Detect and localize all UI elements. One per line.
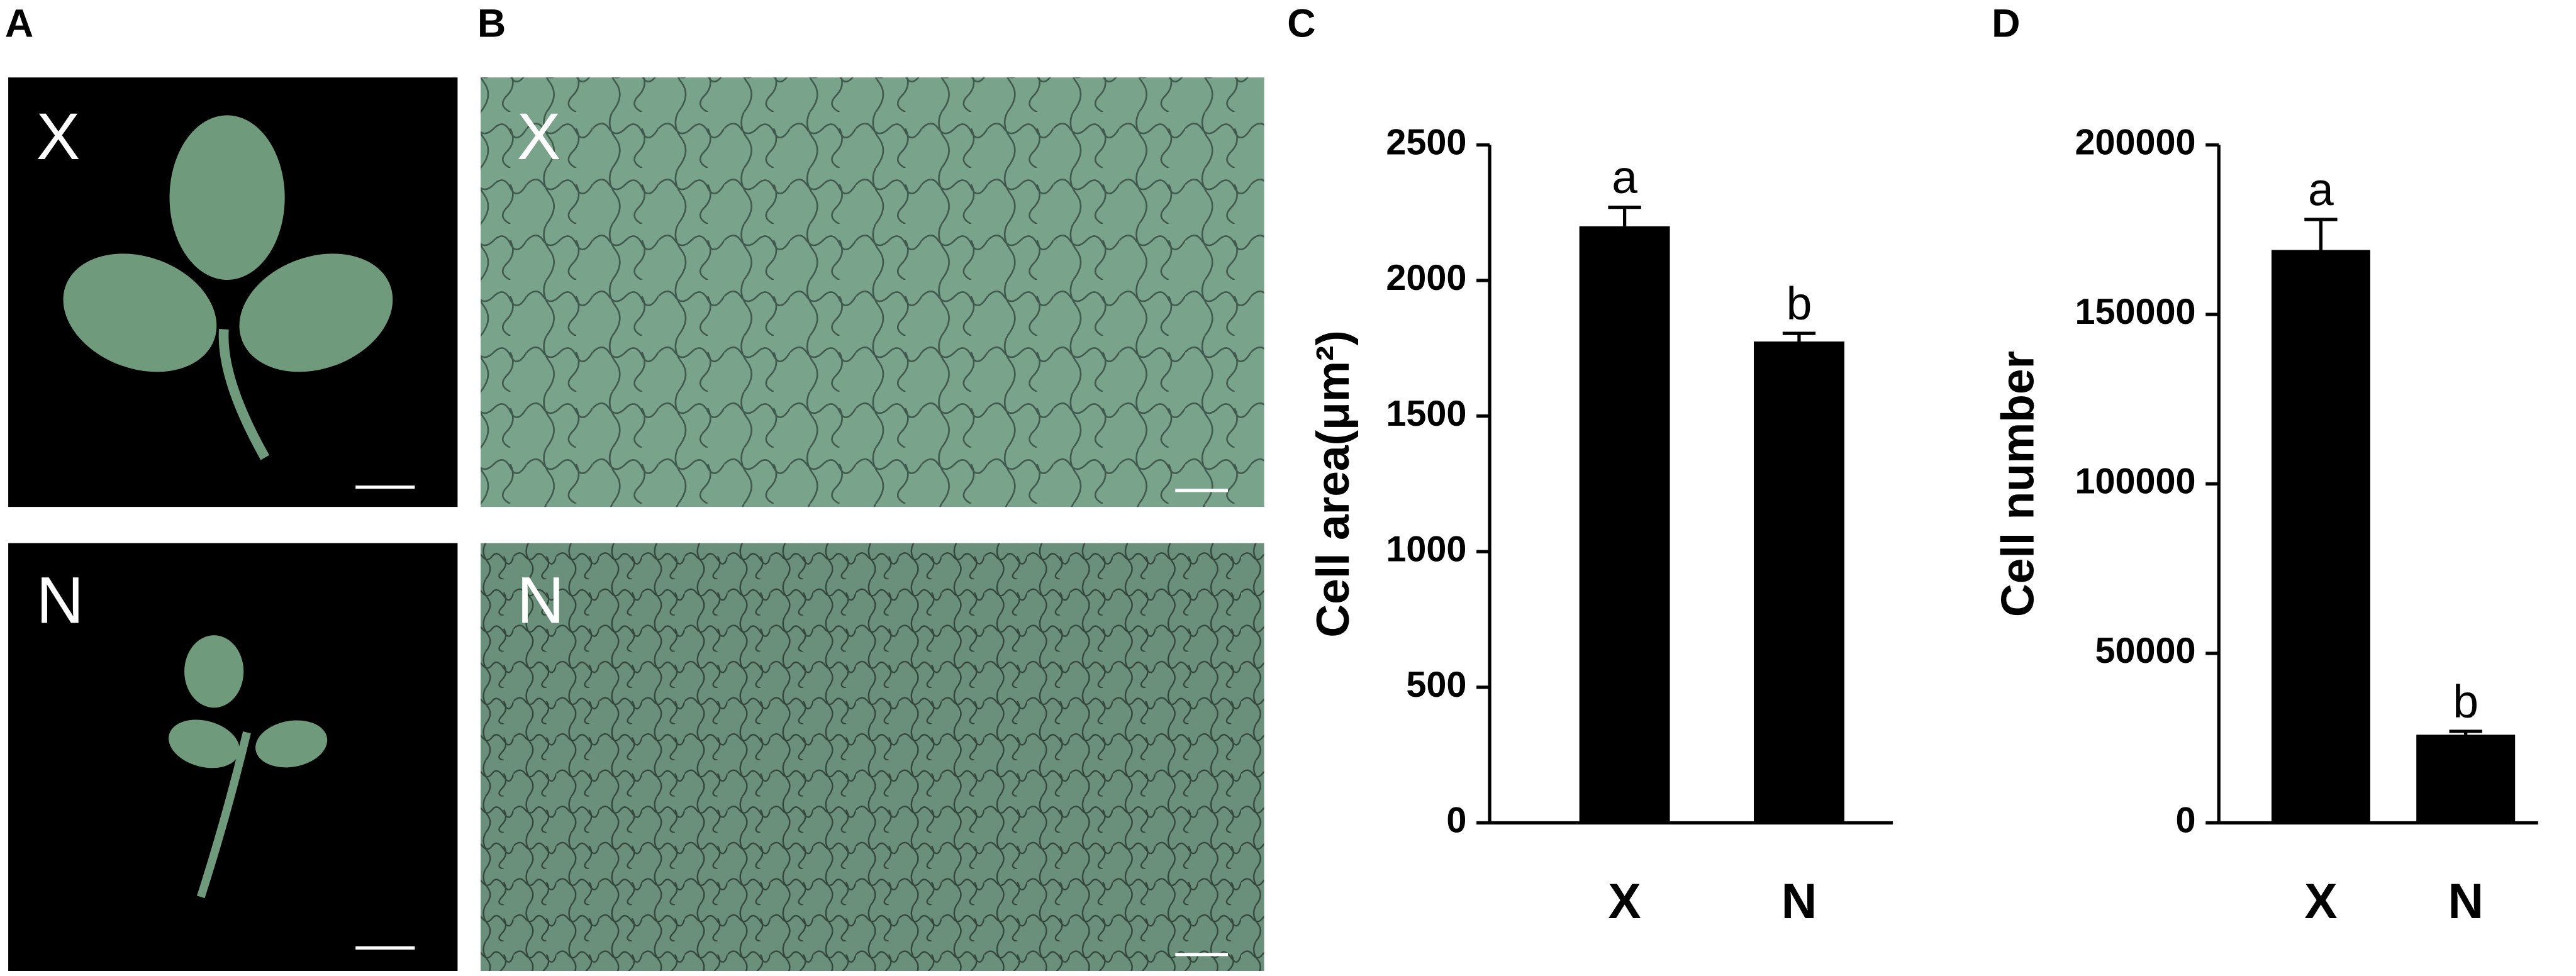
error-bar [1782,331,1816,342]
y-tick-label: 500 [1406,665,1466,705]
x-tick-label: N [1781,873,1817,929]
y-tick-label: 1500 [1386,394,1466,434]
y-tick-label: 1000 [1386,529,1466,569]
significance-letter: a [2308,164,2334,216]
image-label: X [517,100,561,174]
y-tick-label: 200000 [2075,123,2196,163]
error-bar [1608,205,1641,226]
y-tick-label: 2500 [1386,123,1466,163]
x-tick-label: X [2304,873,2337,929]
y-axis-label: Cell number [1992,351,2044,617]
error-bar [2449,729,2482,735]
panel-label: B [477,2,506,46]
leaf [63,115,393,460]
panel-label: C [1287,2,1315,46]
x-tick-label: N [2448,873,2484,929]
micrograph-texture [481,543,1264,971]
bar [2271,250,2370,823]
significance-letter: b [1787,278,1812,330]
x-tick-label: X [1608,873,1641,929]
panel-label: A [5,2,33,46]
bar [1579,226,1670,823]
image-label: X [36,100,81,174]
y-tick-label: 2000 [1386,258,1466,298]
image-label: N [517,564,565,638]
error-bar [2304,218,2338,250]
y-tick-label: 150000 [2075,292,2196,332]
bar [2416,735,2516,823]
significance-letter: b [2453,675,2478,727]
y-tick-label: 0 [2176,801,2196,841]
significance-letter: a [1612,152,1637,203]
micrograph-texture [481,77,1264,507]
bar [1754,341,1844,823]
y-axis-label: Cell area(μm²) [1307,330,1359,638]
leaf [169,635,328,899]
y-tick-label: 100000 [2075,462,2196,502]
y-tick-label: 50000 [2095,631,2196,671]
panel-label: D [1992,2,2020,46]
image-label: N [36,564,84,638]
y-tick-label: 0 [1446,801,1466,841]
